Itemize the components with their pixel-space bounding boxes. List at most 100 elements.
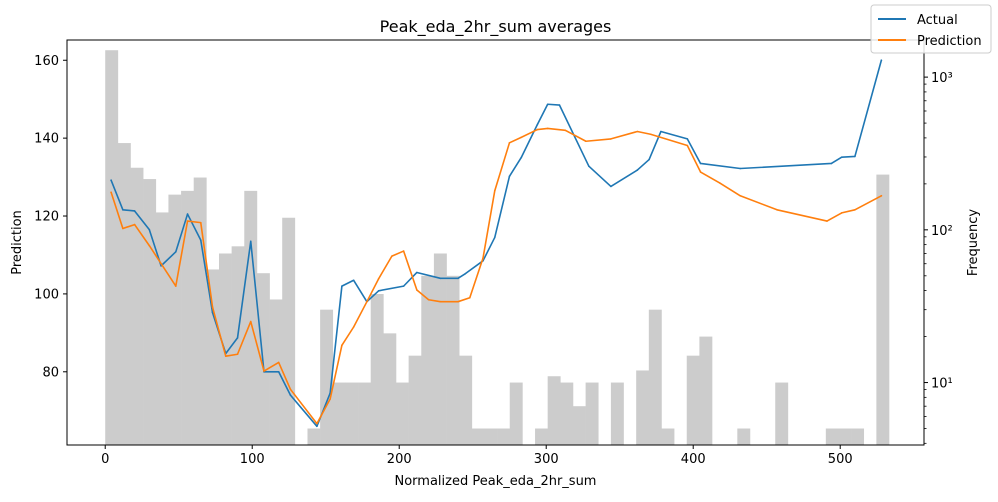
data-point-actual bbox=[457, 277, 459, 280]
x-axis-label: Normalized Peak_eda_2hr_sum bbox=[395, 474, 597, 489]
histogram-bar bbox=[408, 355, 422, 445]
data-point-actual bbox=[122, 208, 124, 211]
data-point-prediction bbox=[520, 136, 523, 139]
legend-label-actual: Actual bbox=[917, 13, 958, 28]
data-point-prediction bbox=[416, 289, 418, 291]
data-point-actual bbox=[186, 213, 189, 215]
x-tick-label: 500 bbox=[828, 452, 853, 467]
data-point-prediction bbox=[277, 361, 280, 364]
histogram-bar bbox=[572, 406, 586, 445]
histogram-bar bbox=[547, 376, 561, 445]
histogram-bar bbox=[459, 355, 473, 445]
data-point-actual bbox=[546, 103, 549, 106]
data-point-actual bbox=[830, 162, 833, 165]
y-tick-label: 120 bbox=[34, 210, 59, 225]
histogram-bar bbox=[219, 253, 232, 445]
data-point-prediction bbox=[457, 300, 459, 303]
histogram-bar bbox=[395, 382, 409, 445]
histogram-bar bbox=[181, 190, 195, 445]
plot-frame bbox=[66, 39, 925, 446]
data-point-actual bbox=[377, 289, 380, 292]
histogram-bar bbox=[497, 428, 511, 445]
data-point-actual bbox=[289, 394, 292, 396]
histogram-bar bbox=[143, 179, 157, 445]
x-tick-label: 400 bbox=[681, 452, 706, 467]
data-point-actual bbox=[558, 104, 561, 106]
data-point-actual bbox=[211, 311, 214, 314]
y-tick-label: 160 bbox=[34, 54, 59, 69]
data-point-prediction bbox=[493, 189, 496, 192]
histogram-bar bbox=[648, 309, 662, 445]
data-point-actual bbox=[610, 185, 612, 188]
data-point-prediction bbox=[366, 300, 368, 303]
data-point-prediction bbox=[174, 285, 177, 287]
data-point-prediction bbox=[289, 388, 292, 391]
data-point-prediction bbox=[718, 182, 721, 184]
y2-axis-label: Frequency bbox=[966, 209, 981, 276]
histogram-bar bbox=[484, 428, 498, 445]
data-point-actual bbox=[402, 285, 405, 287]
data-point-prediction bbox=[508, 142, 511, 144]
data-point-actual bbox=[520, 156, 523, 159]
data-point-actual bbox=[854, 155, 856, 158]
data-point-actual bbox=[536, 123, 539, 126]
data-point-prediction bbox=[468, 297, 471, 299]
data-point-actual bbox=[686, 138, 689, 140]
data-point-prediction bbox=[316, 422, 318, 425]
histogram-bar bbox=[509, 382, 523, 445]
data-point-prediction bbox=[826, 220, 828, 222]
data-point-prediction bbox=[263, 370, 265, 372]
data-point-prediction bbox=[402, 250, 405, 252]
histogram-bar bbox=[231, 246, 245, 445]
data-point-prediction bbox=[699, 171, 702, 173]
data-point-prediction bbox=[564, 129, 567, 132]
histogram-bar bbox=[471, 428, 485, 445]
data-point-prediction bbox=[776, 208, 778, 211]
data-point-prediction bbox=[854, 208, 856, 211]
legend-label-prediction: Prediction bbox=[917, 34, 982, 49]
y2-tick-label: 10² bbox=[931, 224, 953, 239]
y-tick-label: 140 bbox=[34, 132, 59, 147]
histogram-bar bbox=[737, 428, 751, 445]
data-point-prediction bbox=[610, 138, 612, 140]
data-point-actual bbox=[277, 370, 280, 373]
chart-title: Peak_eda_2hr_sum averages bbox=[380, 17, 612, 37]
histogram-bar bbox=[105, 50, 119, 445]
data-point-actual bbox=[464, 272, 467, 275]
histogram-bar bbox=[168, 194, 182, 445]
histogram-bar bbox=[206, 269, 220, 445]
data-point-prediction bbox=[236, 353, 239, 356]
histogram-bar bbox=[446, 275, 460, 445]
y2-tick-label: 10³ bbox=[931, 71, 953, 86]
data-point-actual bbox=[508, 175, 511, 178]
data-point-prediction bbox=[148, 244, 151, 247]
data-point-prediction bbox=[391, 255, 393, 257]
data-point-actual bbox=[352, 279, 355, 282]
y2-tick-label: 10¹ bbox=[931, 377, 953, 392]
histogram-bar bbox=[825, 428, 839, 445]
data-point-prediction bbox=[199, 221, 202, 224]
data-point-actual bbox=[588, 165, 590, 167]
histogram-bar bbox=[535, 428, 548, 445]
histogram-bar bbox=[686, 355, 700, 445]
data-point-prediction bbox=[352, 326, 355, 328]
data-point-actual bbox=[148, 228, 151, 231]
histogram-bar bbox=[421, 275, 435, 445]
histogram-bar bbox=[775, 382, 789, 445]
series-layer bbox=[110, 59, 883, 428]
histogram-bar bbox=[130, 167, 144, 445]
histogram-bar bbox=[433, 253, 447, 445]
data-point-prediction bbox=[160, 262, 162, 265]
histogram-bar bbox=[155, 212, 169, 445]
data-point-prediction bbox=[427, 298, 430, 301]
histogram-bar bbox=[193, 177, 207, 446]
histogram-bar bbox=[610, 382, 624, 445]
histogram-bar bbox=[383, 333, 397, 445]
y-tick-label: 80 bbox=[42, 365, 59, 380]
histogram-bar bbox=[851, 428, 865, 445]
data-point-prediction bbox=[211, 306, 214, 308]
histogram-bar bbox=[876, 174, 890, 445]
data-point-actual bbox=[739, 167, 742, 170]
data-point-prediction bbox=[341, 344, 343, 347]
